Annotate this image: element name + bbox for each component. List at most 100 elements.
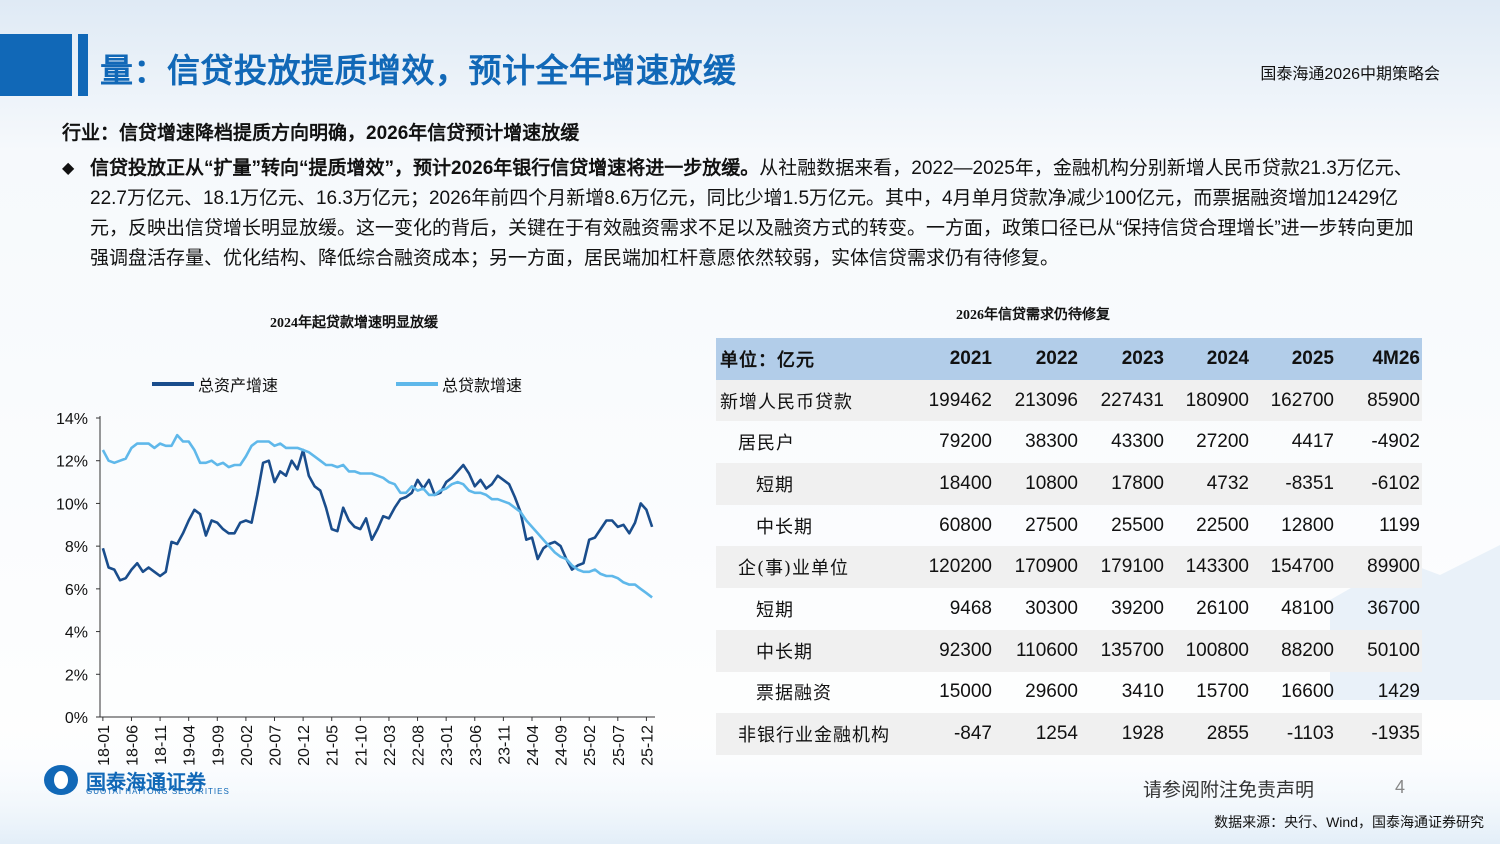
- table-row: 企(事)业单位 120200 170900 179100 143300 154700 899…: [716, 546, 1422, 589]
- x-tick-label: 23-01: [439, 725, 456, 766]
- paragraph-lead: 信贷投放正从“扩量”转向“提质增效”，预计2026年银行信贷增速将进一步放缓。: [90, 158, 760, 179]
- table-cell: 1429: [1377, 681, 1420, 703]
- table-cell: 92300: [908, 629, 994, 672]
- legend-swatch: [396, 382, 438, 386]
- table-header-cell: 2024: [1166, 338, 1251, 380]
- table-cell: 16600: [1281, 681, 1334, 703]
- table-cell: 135700: [1080, 629, 1166, 672]
- y-tick-label: 6%: [65, 582, 88, 599]
- table-cell: 180900: [1166, 379, 1251, 422]
- x-tick-label: 21-05: [325, 725, 342, 766]
- table-row: 新增人民币贷款 199462 213096 227431 180900 162700 859…: [716, 379, 1422, 422]
- table-cell: 199462: [908, 379, 994, 422]
- x-tick-label: 25-02: [582, 725, 599, 766]
- series-line-total-assets: [101, 448, 654, 582]
- table-cell: 1199: [1379, 514, 1420, 536]
- x-tick-label: 24-09: [554, 725, 571, 766]
- x-tick-label: 25-12: [639, 725, 656, 766]
- table-cell: 4417: [1291, 431, 1334, 453]
- y-tick-label: 4%: [65, 625, 88, 642]
- table-row: 短期 18400 10800 17800 4732 -8351 -6102: [716, 463, 1422, 505]
- section-subheading: 行业：信贷增速降档提质方向明确，2026年信贷预计增速放缓: [62, 123, 580, 144]
- x-tick-label: 23-06: [468, 725, 485, 766]
- x-tick-label: 20-12: [296, 725, 313, 766]
- table-row: 短期 9468 30300 39200 26100 48100 36700: [716, 588, 1422, 630]
- x-tick-label: 22-08: [411, 725, 428, 766]
- line-chart: 0% 2% 4% 6% 8% 10% 12% 14% 18-01 18-06 18-11 19-04 1…: [56, 411, 656, 766]
- legend-item-total-loans: 总贷款增速: [396, 372, 522, 396]
- table-cell: -6102: [1336, 463, 1422, 505]
- credit-table: 单位：亿元 2021 2022 2023 2024 2025 4M26 新增人民币贷款 1994…: [716, 338, 1422, 755]
- table-header-cell: 2021: [908, 338, 994, 380]
- table-cell: 43300: [1111, 431, 1164, 453]
- table-cell: 10800: [994, 463, 1080, 505]
- data-source: 数据来源：央行、Wind，国泰海通证券研究: [1214, 814, 1484, 830]
- line-chart-title: 2024年起贷款增速明显放缓: [270, 316, 438, 331]
- table-row: 中长期 60800 27500 25500 22500 12800 1199: [716, 505, 1422, 547]
- table-cell: 100800: [1166, 629, 1251, 672]
- y-tick-label: 2%: [65, 667, 88, 684]
- table-cell: 154700: [1251, 546, 1336, 589]
- title-accent-stripe: [78, 34, 88, 96]
- table-cell: 18400: [908, 463, 994, 505]
- table-cell: 179100: [1080, 546, 1166, 589]
- x-tick-label: 18-06: [124, 725, 141, 766]
- table-cell: -1935: [1336, 713, 1422, 755]
- body-paragraph: ◆ 信贷投放正从“扩量”转向“提质增效”，预计2026年银行信贷增速将进一步放缓…: [62, 154, 1427, 274]
- table-cell: 60800: [939, 514, 992, 536]
- table-cell: 22500: [1196, 514, 1249, 536]
- table-row-label: 中长期: [716, 629, 908, 672]
- table-cell: 27500: [1025, 514, 1078, 536]
- bullet-diamond-icon: ◆: [62, 160, 75, 177]
- y-tick-label: 12%: [56, 454, 88, 471]
- legend-swatch: [152, 382, 194, 386]
- table-cell: 3410: [1121, 681, 1164, 703]
- table-cell: 110600: [994, 629, 1080, 672]
- disclaimer-note: 请参阅附注免责声明: [1143, 780, 1315, 801]
- table-row-label: 新增人民币贷款: [716, 379, 908, 422]
- logo-name: 国泰海通证券: [86, 769, 206, 794]
- table-cell: 39200: [1111, 597, 1164, 619]
- table-header-cell: 2022: [994, 338, 1080, 380]
- table-cell: 15000: [939, 681, 992, 703]
- table-cell: 15700: [1196, 681, 1249, 703]
- page-title: 量：信贷投放提质增效，预计全年增速放缓: [100, 51, 737, 90]
- table-cell: 227431: [1080, 379, 1166, 422]
- page-number: 4: [1395, 777, 1406, 797]
- table-row: 中长期 92300 110600 135700 100800 88200 50100: [716, 629, 1422, 672]
- table-cell: 29600: [1025, 681, 1078, 703]
- x-tick-label: 19-09: [210, 725, 227, 766]
- x-tick-label: 18-01: [96, 725, 113, 766]
- table-cell: 213096: [994, 379, 1080, 422]
- x-tick-label: 23-11: [496, 725, 513, 765]
- table-title: 2026年信贷需求仍待修复: [956, 308, 1110, 323]
- x-tick-label: 24-04: [525, 725, 542, 766]
- table-cell: -8351: [1251, 463, 1336, 505]
- table-cell: -4902: [1371, 431, 1420, 453]
- logo-subtitle: GUOTAI HAITONG SECURITIES: [86, 787, 230, 796]
- legend-label: 总资产增速: [198, 378, 279, 395]
- table-cell: 2855: [1166, 713, 1251, 755]
- table-cell: -847: [908, 713, 994, 755]
- table-cell: 30300: [1025, 597, 1078, 619]
- table-row-label: 短期: [756, 599, 794, 621]
- x-tick-label: 25-07: [611, 725, 628, 766]
- table-cell: 4732: [1166, 463, 1251, 505]
- table-cell: 162700: [1251, 379, 1336, 422]
- table-row-label: 票据融资: [756, 683, 832, 705]
- table-cell: 170900: [994, 546, 1080, 589]
- x-tick-label: 18-11: [153, 725, 170, 765]
- table-cell: 1254: [994, 713, 1080, 755]
- table-row-label: 中长期: [756, 516, 813, 538]
- table-cell: 36700: [1367, 597, 1420, 619]
- table-header-cell: 2025: [1251, 338, 1336, 380]
- table-cell: 88200: [1251, 629, 1336, 672]
- table-cell: -1103: [1251, 713, 1336, 755]
- title-accent-block: [0, 34, 72, 96]
- x-tick-label: 21-10: [353, 725, 370, 766]
- table-row: 居民户 79200 38300 43300 27200 4417 -4902: [716, 421, 1422, 463]
- logo-mark-icon: [44, 765, 78, 795]
- table-cell: 120200: [908, 546, 994, 589]
- x-tick-label: 19-04: [182, 725, 199, 766]
- y-tick-label: 10%: [56, 496, 88, 513]
